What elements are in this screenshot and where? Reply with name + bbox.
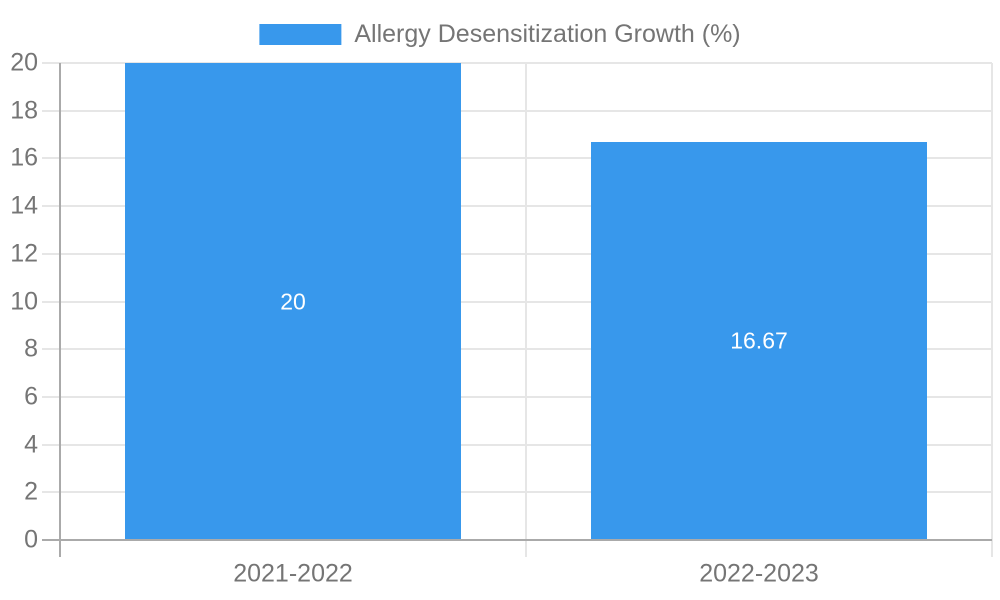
y-axis-tick <box>42 110 60 112</box>
y-axis-tick <box>42 62 60 64</box>
y-axis-tick-label: 10 <box>10 287 38 316</box>
y-axis-line <box>59 63 61 557</box>
gridline-vertical <box>525 63 527 557</box>
y-axis-tick-label: 16 <box>10 143 38 172</box>
legend-swatch-icon <box>259 24 342 45</box>
legend-label: Allergy Desensitization Growth (%) <box>354 20 741 48</box>
y-axis-tick <box>42 205 60 207</box>
y-axis-tick-label: 4 <box>24 430 38 459</box>
y-axis-tick <box>42 301 60 303</box>
y-axis-tick-label: 12 <box>10 239 38 268</box>
y-axis-tick-label: 2 <box>24 477 38 506</box>
bar-value-label: 16.67 <box>730 327 788 354</box>
x-axis-line <box>59 539 992 541</box>
y-axis-tick <box>42 539 60 541</box>
y-axis-tick <box>42 444 60 446</box>
x-axis-category-label: 2021-2022 <box>233 559 353 588</box>
y-axis-tick <box>42 491 60 493</box>
y-axis-tick-label: 6 <box>24 382 38 411</box>
y-axis-tick <box>42 348 60 350</box>
y-axis-tick <box>42 396 60 398</box>
gridline-vertical <box>991 63 993 557</box>
y-axis-tick <box>42 157 60 159</box>
y-axis-tick-label: 14 <box>10 191 38 220</box>
bar <box>591 142 927 540</box>
x-axis-category-label: 2022-2023 <box>699 559 819 588</box>
y-axis-tick-label: 20 <box>10 48 38 77</box>
y-axis-tick-label: 0 <box>24 525 38 554</box>
bar <box>125 63 461 540</box>
legend-item[interactable]: Allergy Desensitization Growth (%) <box>259 20 741 49</box>
bar-value-label: 20 <box>280 288 306 315</box>
y-axis-tick-label: 8 <box>24 334 38 363</box>
y-axis-tick <box>42 253 60 255</box>
y-axis-tick-label: 18 <box>10 96 38 125</box>
